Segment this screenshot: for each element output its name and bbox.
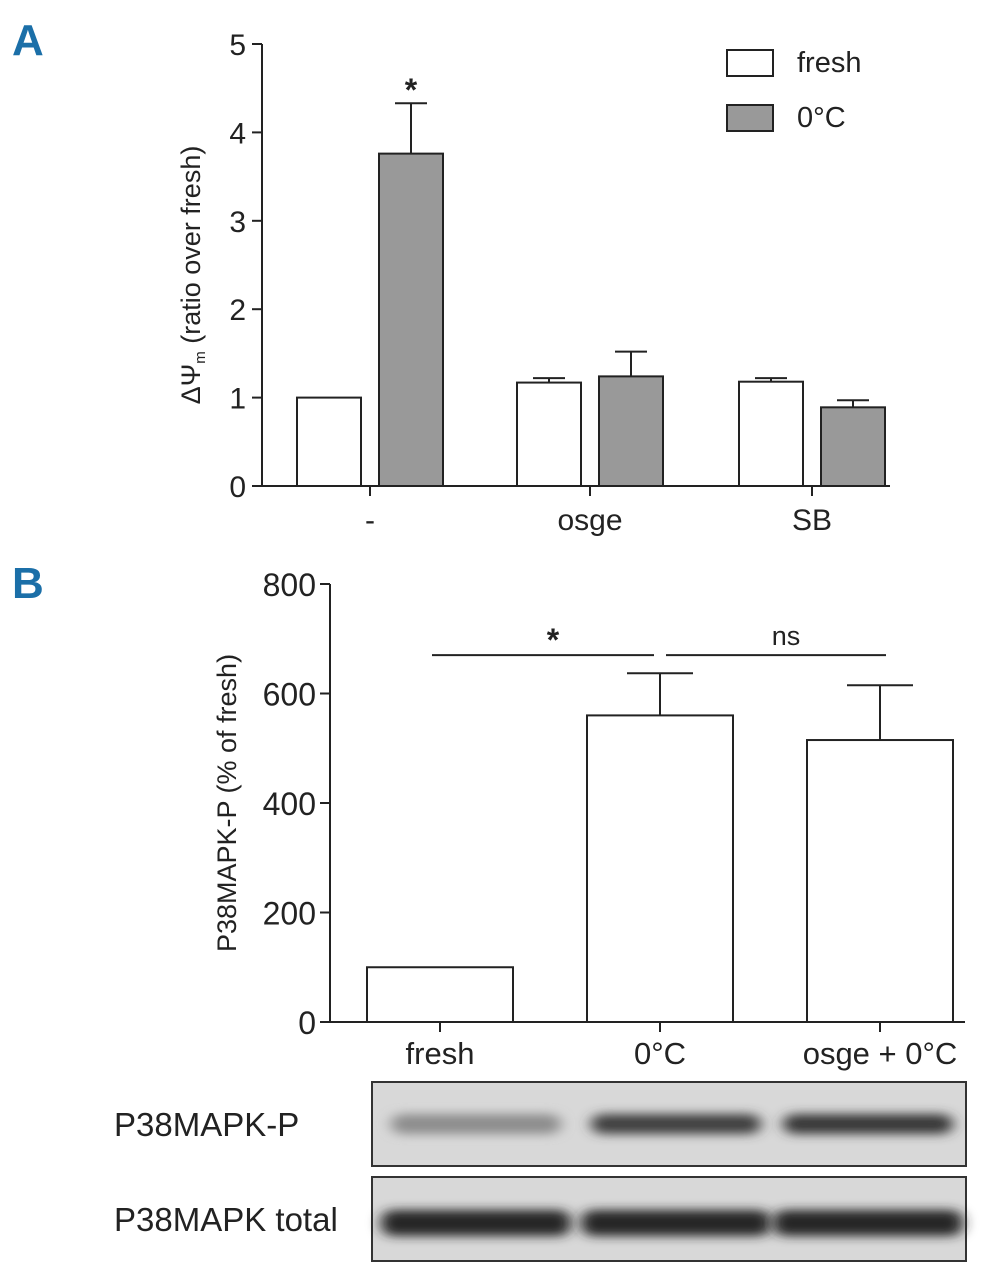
- blot-row-label: P38MAPK-P: [114, 1106, 299, 1143]
- blot-band: [581, 1210, 771, 1236]
- bar-2: [806, 739, 954, 1023]
- bar-fresh-0: [296, 396, 362, 488]
- legend-swatch-0: [726, 49, 774, 77]
- bar-cold-2: [820, 406, 886, 488]
- legend-label-0: fresh: [797, 47, 861, 79]
- x-tick-label: 0°C: [634, 1036, 686, 1071]
- y-tick-label: 3: [229, 206, 246, 239]
- legend-swatch-1: [726, 104, 774, 132]
- blot-band: [783, 1114, 953, 1134]
- blot-band: [591, 1114, 761, 1134]
- y-tick-label: 0: [229, 471, 246, 504]
- bar-fresh-1: [516, 381, 582, 487]
- y-tick-label: 200: [263, 896, 316, 932]
- bar-0: [366, 966, 514, 1023]
- significance-label-1: ns: [772, 621, 801, 651]
- y-axis-label-main: ΔΨ: [176, 364, 206, 405]
- blot-band: [773, 1210, 963, 1236]
- y-axis-label: ΔΨm (ratio over fresh): [176, 146, 209, 405]
- y-tick-label: 400: [263, 786, 316, 822]
- chart-a: 0 1 2 3 4 5 ΔΨm (ratio over fresh) - osge SB * fres…: [176, 29, 890, 537]
- panel-b-letter: B: [12, 559, 44, 608]
- western-blot: P38MAPK-P P38MAPK total: [114, 1081, 967, 1262]
- y-axis-label-sub: m: [192, 351, 209, 364]
- y-tick-label: 1: [229, 383, 246, 416]
- y-axis-label-rest: (ratio over fresh): [176, 146, 206, 352]
- legend-label-1: 0°C: [797, 102, 846, 134]
- bar-cold-0: [378, 152, 444, 487]
- x-tick-label: fresh: [406, 1036, 475, 1071]
- y-tick-label: 4: [229, 117, 246, 150]
- panel-a-letter: A: [12, 16, 44, 65]
- chart-b: 0 200 400 600 800 P38MAPK-P (% of fresh) fresh…: [212, 567, 965, 1071]
- y-tick-label: 800: [263, 567, 316, 603]
- x-tick-label: SB: [792, 504, 832, 537]
- bar-fresh-2: [738, 380, 804, 487]
- blot-band: [381, 1210, 571, 1236]
- significance-star: *: [405, 72, 418, 108]
- significance-label-0: *: [547, 622, 560, 658]
- blot-row-label: P38MAPK total: [114, 1201, 338, 1238]
- bar-1: [586, 714, 734, 1024]
- x-tick-label: osge + 0°C: [803, 1036, 958, 1071]
- y-tick-label: 5: [229, 29, 246, 62]
- bar-cold-1: [598, 375, 664, 487]
- y-tick-label: 0: [298, 1005, 316, 1041]
- x-tick-label: osge: [557, 504, 622, 537]
- x-tick-label: -: [365, 504, 375, 537]
- y-tick-label: 600: [263, 677, 316, 713]
- y-tick-label: 2: [229, 294, 246, 327]
- y-axis-label: P38MAPK-P (% of fresh): [212, 654, 242, 952]
- blot-band: [391, 1114, 561, 1134]
